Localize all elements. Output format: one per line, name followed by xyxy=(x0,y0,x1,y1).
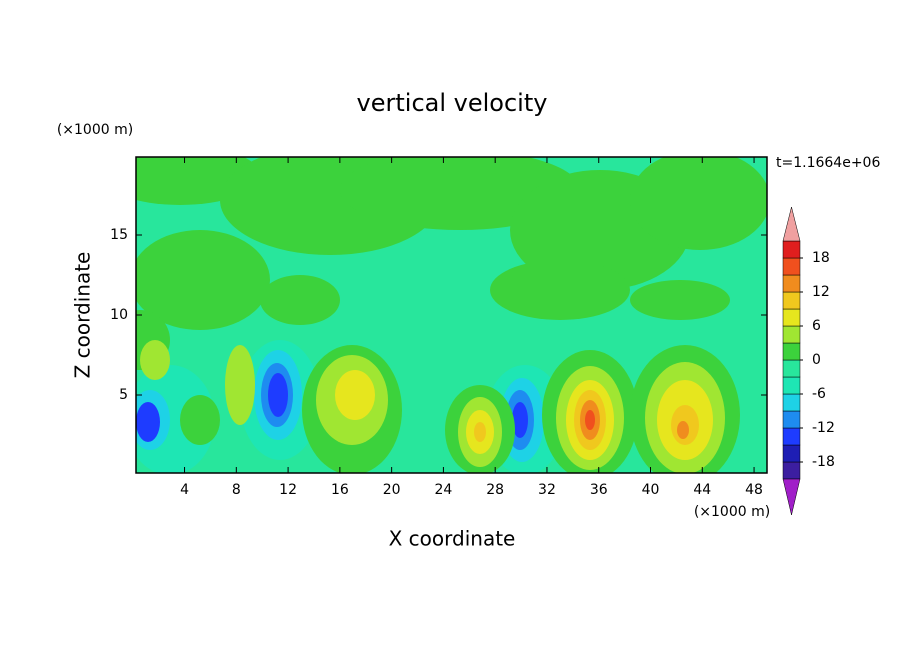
annotation: t=1.1664e+06 xyxy=(776,155,880,171)
colorbar-tick-label: 0 xyxy=(812,352,821,368)
colorbar-tick-label: 12 xyxy=(812,284,830,300)
x-tick-label: 12 xyxy=(279,482,297,498)
contour-region xyxy=(474,422,486,442)
colorbar-box xyxy=(782,274,801,293)
colorbar-tick-label: -12 xyxy=(812,420,835,436)
x-tick-label: 16 xyxy=(331,482,349,498)
colorbar-tick-label: 18 xyxy=(812,250,830,266)
contour-region xyxy=(585,410,595,430)
colorbar: -18 -12 -6 0 6 12 18 xyxy=(782,206,835,516)
colorbar-box xyxy=(782,427,801,446)
contour-region xyxy=(335,370,375,420)
colorbar-box xyxy=(782,291,801,310)
y-unit: (×1000 m) xyxy=(57,122,133,138)
x-tick-label: 20 xyxy=(383,482,401,498)
contour-region xyxy=(268,373,288,417)
contour-region xyxy=(260,275,340,325)
contour-region xyxy=(630,157,767,250)
colorbar-tick-label: -18 xyxy=(812,454,835,470)
contour-region xyxy=(630,280,730,320)
contour-region xyxy=(490,260,630,320)
y-axis-label: Z coordinate xyxy=(71,252,95,379)
colorbar-box xyxy=(782,444,801,463)
colorbar-box xyxy=(782,325,801,344)
x-tick-label: 4 xyxy=(180,482,189,498)
x-tick-label: 32 xyxy=(538,482,556,498)
colorbar-box xyxy=(782,410,801,429)
contour-region xyxy=(136,402,160,442)
y-tick-label: 10 xyxy=(110,307,128,323)
colorbar-box xyxy=(782,393,801,412)
contour-region xyxy=(180,395,220,445)
colorbar-tick-label: 6 xyxy=(812,318,821,334)
x-tick-label: 28 xyxy=(486,482,504,498)
colorbar-box xyxy=(782,308,801,327)
x-tick-label: 40 xyxy=(642,482,660,498)
x-unit: (×1000 m) xyxy=(694,504,770,520)
contour-region xyxy=(136,230,270,330)
chart-title: vertical velocity xyxy=(357,89,548,117)
x-axis-label: X coordinate xyxy=(389,527,516,551)
colorbar-over xyxy=(782,206,801,242)
colorbar-box xyxy=(782,376,801,395)
colorbar-box xyxy=(782,359,801,378)
contour-region xyxy=(512,402,528,438)
contour-region xyxy=(225,345,255,425)
y-tick-label: 15 xyxy=(110,227,128,243)
contour-field xyxy=(136,157,767,473)
x-tick-label: 24 xyxy=(434,482,452,498)
contour-region xyxy=(140,340,170,380)
colorbar-box xyxy=(782,240,801,259)
contour-region xyxy=(677,421,689,439)
x-tick-label: 48 xyxy=(745,482,763,498)
colorbar-under xyxy=(782,478,801,516)
x-tick-label: 36 xyxy=(590,482,608,498)
x-tick-label: 44 xyxy=(693,482,711,498)
x-tick-label: 8 xyxy=(232,482,241,498)
colorbar-box xyxy=(782,257,801,276)
colorbar-tick-label: -6 xyxy=(812,386,826,402)
colorbar-box xyxy=(782,342,801,361)
colorbar-box xyxy=(782,461,801,480)
y-tick-label: 5 xyxy=(119,387,128,403)
